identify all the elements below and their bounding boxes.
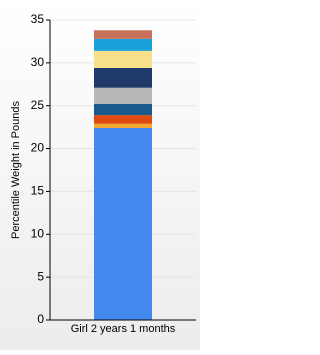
bar-segment [94, 50, 152, 68]
y-tick-label: 20 [31, 141, 45, 155]
y-tick-label: 15 [31, 184, 45, 198]
bar-segment [94, 30, 152, 39]
bar-segment [94, 128, 152, 320]
bar-segment [94, 104, 152, 116]
x-tick-label: Girl 2 years 1 months [71, 323, 176, 335]
bar-segment [94, 68, 152, 88]
y-axis-label: Percentile Weight in Pounds [10, 101, 22, 239]
y-tick-label: 5 [37, 269, 44, 283]
y-tick-label: 25 [31, 98, 45, 112]
bar-segment [94, 123, 152, 128]
bar-segment [94, 38, 152, 51]
y-tick-label: 0 [37, 312, 44, 326]
bar-segment [94, 87, 152, 104]
y-tick-label: 10 [31, 226, 45, 240]
y-tick-label: 35 [31, 12, 45, 26]
chart: Percentile Weight in Pounds 0 5 10 15 20 25 30… [0, 0, 200, 350]
bar-segment [94, 115, 152, 124]
y-tick-label: 30 [31, 55, 45, 69]
